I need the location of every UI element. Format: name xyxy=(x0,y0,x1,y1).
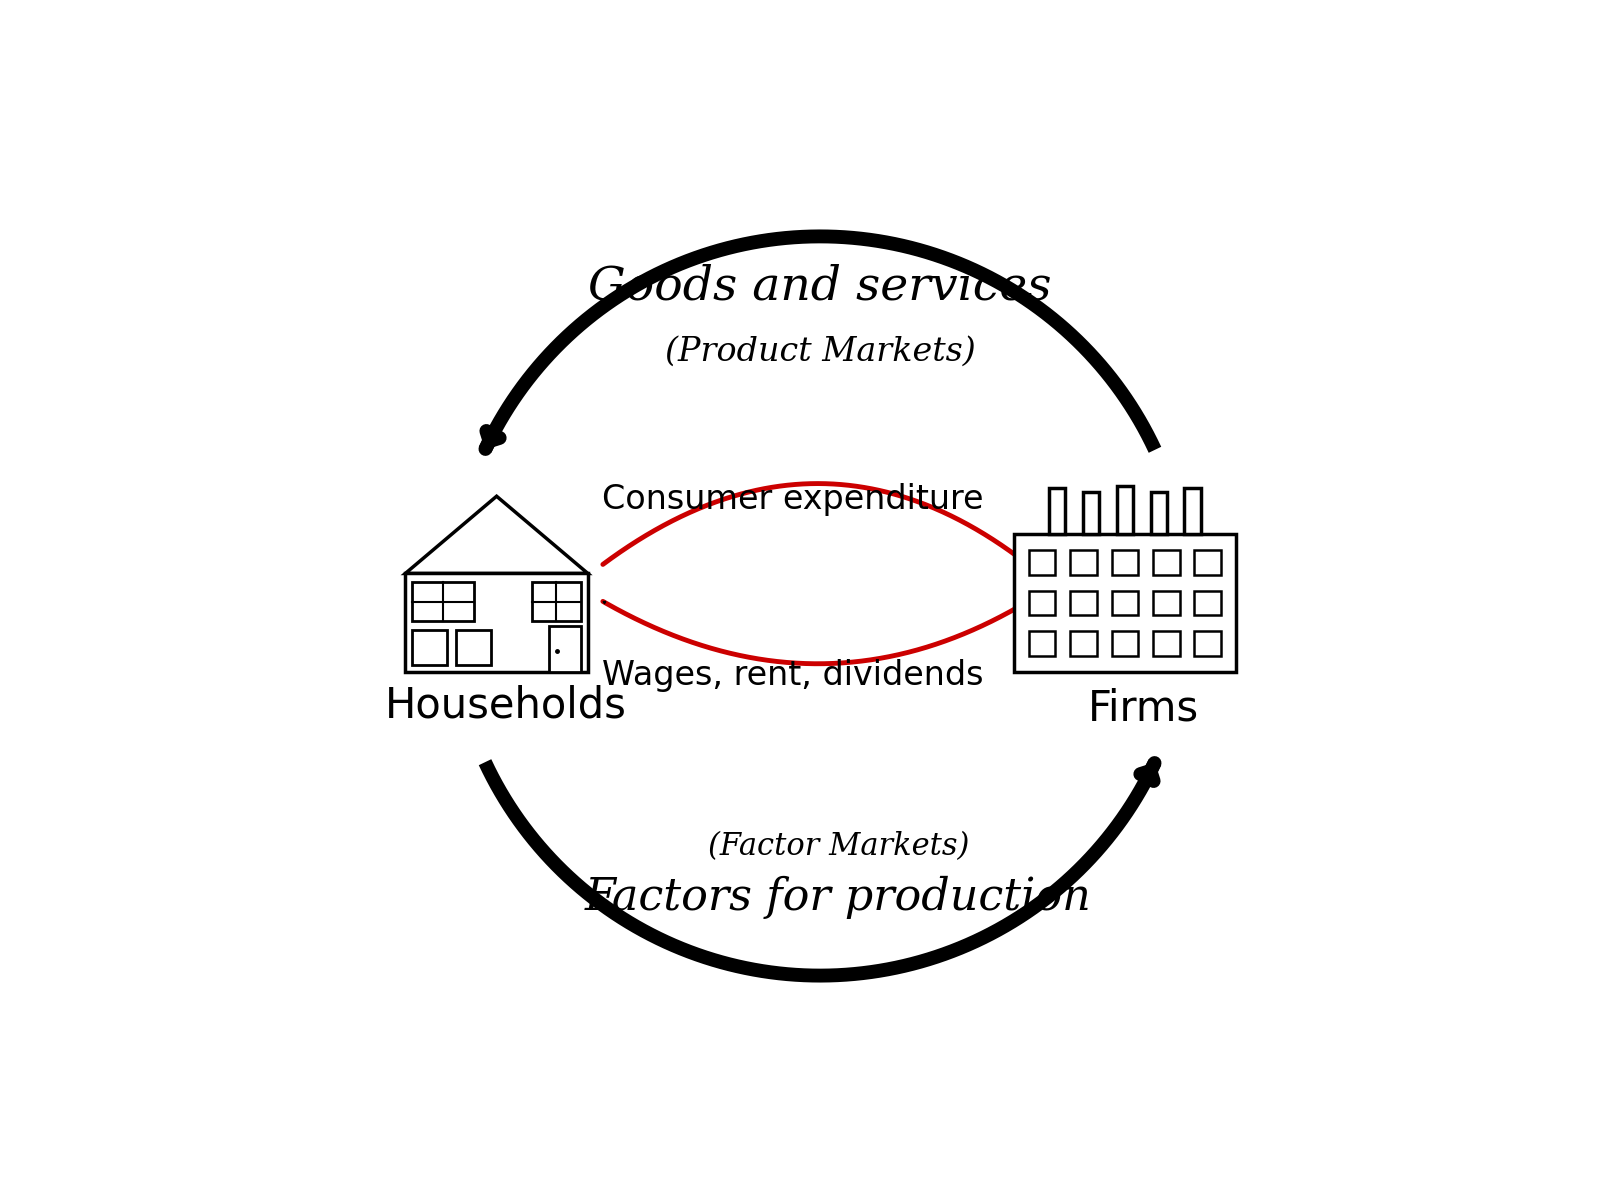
Text: Households: Households xyxy=(386,684,627,726)
Bar xyxy=(1112,631,1138,655)
Text: (Factor Markets): (Factor Markets) xyxy=(707,830,970,862)
Bar xyxy=(1029,551,1056,575)
Bar xyxy=(1150,492,1166,534)
Bar xyxy=(1154,590,1179,616)
Bar xyxy=(1070,631,1098,655)
Text: Goods and services: Goods and services xyxy=(589,264,1051,310)
Bar xyxy=(549,626,581,672)
Text: Consumer expenditure: Consumer expenditure xyxy=(602,484,982,516)
Bar xyxy=(1112,590,1138,616)
Bar xyxy=(531,582,581,620)
Bar xyxy=(1195,551,1221,575)
Polygon shape xyxy=(405,497,587,574)
Bar xyxy=(1112,551,1138,575)
Bar xyxy=(1117,486,1133,534)
Bar xyxy=(1070,551,1098,575)
Bar xyxy=(1070,590,1098,616)
Bar xyxy=(456,630,491,665)
Text: Wages, rent, dividends: Wages, rent, dividends xyxy=(602,659,982,691)
Bar xyxy=(413,582,474,620)
Bar xyxy=(1029,631,1056,655)
Text: (Product Markets): (Product Markets) xyxy=(664,336,976,368)
Bar xyxy=(1029,590,1056,616)
Text: Firms: Firms xyxy=(1088,688,1198,730)
Bar xyxy=(1195,631,1221,655)
Bar xyxy=(1195,590,1221,616)
Bar xyxy=(1154,631,1179,655)
Bar xyxy=(1048,487,1066,534)
Bar xyxy=(1014,534,1235,672)
Bar xyxy=(405,574,587,672)
Bar xyxy=(1083,492,1099,534)
Bar xyxy=(413,630,448,665)
Bar xyxy=(1184,487,1202,534)
Text: Factors for production: Factors for production xyxy=(586,876,1091,919)
Bar xyxy=(1154,551,1179,575)
